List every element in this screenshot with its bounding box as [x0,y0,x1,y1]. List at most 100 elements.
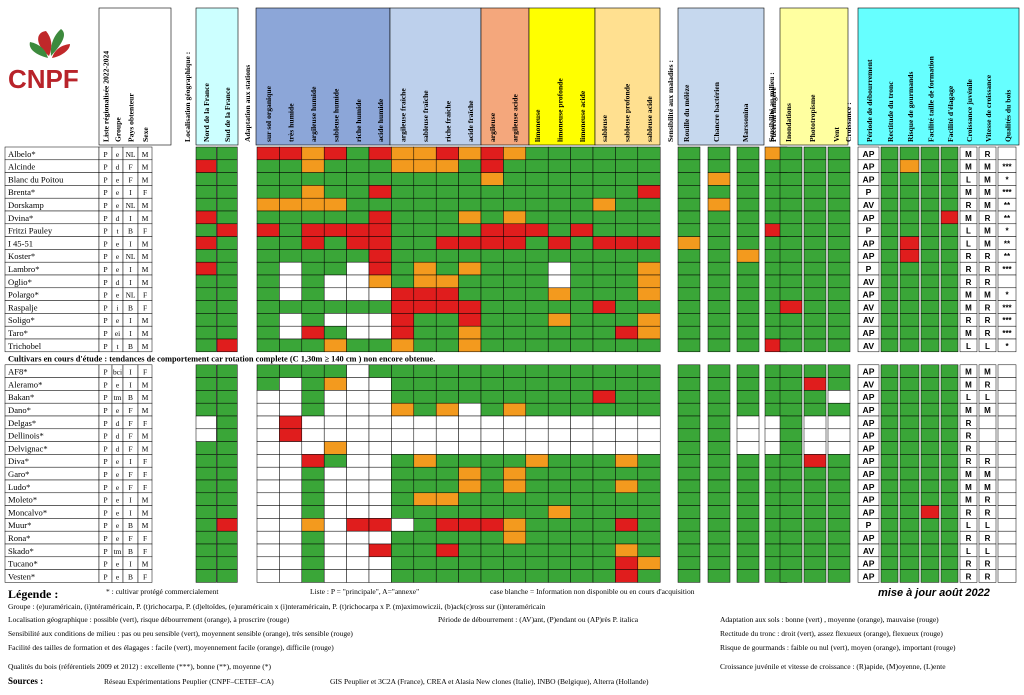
adaptation-cell [279,492,303,506]
adaptation-cell [525,223,549,237]
header-croissance: Facilité d'élagage [946,85,955,142]
adaptation-cell [413,223,437,237]
maladie-cell [677,530,701,545]
localisation-cell [195,441,217,455]
adaptation-cell [637,364,661,378]
croissance-value: AP [863,559,875,569]
adaptation-cell [301,313,325,327]
header-adaptation: acide fraîche [466,100,475,142]
localisation-cell [195,479,217,494]
adaptation-cell [615,454,639,468]
header-info: Pays obtenteur [127,93,136,142]
adaptation-cell [346,159,370,173]
adaptation-cell [435,466,459,481]
croissance-value: M [965,483,972,492]
adaptation-cell [615,543,639,558]
adaptation-cell [480,274,504,289]
croissance-cell [920,300,940,314]
adaptation-cell [637,313,661,327]
croissance-cell [920,415,940,430]
croissance-cell [899,197,920,212]
adaptation-cell [570,454,594,468]
adaptation-cell [615,146,639,161]
milieu-cell [779,454,803,468]
milieu-cell [779,415,803,430]
maladie-cell [707,454,731,468]
adaptation-cell [391,313,415,327]
croissance-value: R [966,572,972,581]
adaptation-cell [458,146,482,161]
croissance-value: M [965,214,972,223]
adaptation-cell [368,197,392,212]
adaptation-cell [435,505,459,519]
adaptation-cell [279,313,303,327]
adaptation-cell [480,300,504,314]
adaptation-cell [637,492,661,506]
adaptation-cell [435,530,459,545]
adaptation-cell [637,146,661,161]
adaptation-cell [503,300,527,314]
croissance-cell [997,364,1017,378]
croissance-cell [880,274,899,289]
localisation-cell [216,556,238,570]
adaptation-cell [301,556,325,570]
adaptation-cell [368,274,392,289]
maladie-cell [736,466,760,481]
header-maladie: Chancre bactérien [712,81,721,142]
maladie-cell [707,492,731,506]
croissance-cell [940,313,959,327]
adaptation-cell [368,338,392,353]
croissance-cell [978,338,997,353]
cultivar-name: Raspalje [8,302,38,312]
adaptation-cell [458,390,482,404]
maladie-cell [736,454,760,468]
milieu-cell [803,518,827,532]
adaptation-cell [637,287,661,301]
adaptation-cell [413,518,437,532]
adaptation-cell [301,287,325,301]
croissance-cell [880,530,899,545]
cultivar-name: Polargo* [8,290,39,300]
adaptation-cell [413,415,437,430]
adaptation-cell [279,197,303,212]
adaptation-cell [615,338,639,353]
adaptation-cell [480,261,504,276]
maladie-cell [707,518,731,532]
adaptation-cell [323,300,347,314]
localisation-cell [216,185,238,199]
adaptation-cell [413,569,437,583]
croissance-cell [997,377,1017,391]
header-maladie: Rouille du mélèze [682,84,691,142]
adaptation-cell [279,236,303,250]
info-value: tm [114,393,122,402]
localisation-cell [216,454,238,468]
adaptation-cell [301,236,325,250]
milieu-cell [803,261,827,276]
adaptation-cell [592,236,616,250]
adaptation-cell [391,377,415,391]
adaptation-cell [570,172,594,186]
info-value: d [116,444,120,453]
adaptation-cell [323,505,347,519]
info-value: P [103,547,107,556]
header-localisation: Nord de la France [202,83,211,142]
adaptation-cell [435,223,459,237]
adaptation-cell [346,325,370,340]
croissance-cell [920,377,940,391]
adaptation-cell [346,377,370,391]
localisation-cell [216,377,238,391]
localisation-cell [216,364,238,378]
adaptation-cell [503,492,527,506]
localisation-cell [216,210,238,225]
adaptation-cell [637,338,661,353]
croissance-cell [940,441,959,455]
cultivar-name: Tucano* [8,559,38,569]
info-value: e [116,150,120,159]
adaptation-cell [592,505,616,519]
croissance-cell [940,556,959,570]
maladie-cell [736,249,760,263]
adaptation-cell [435,415,459,430]
maladie-cell [677,428,701,442]
adaptation-cell [480,530,504,545]
